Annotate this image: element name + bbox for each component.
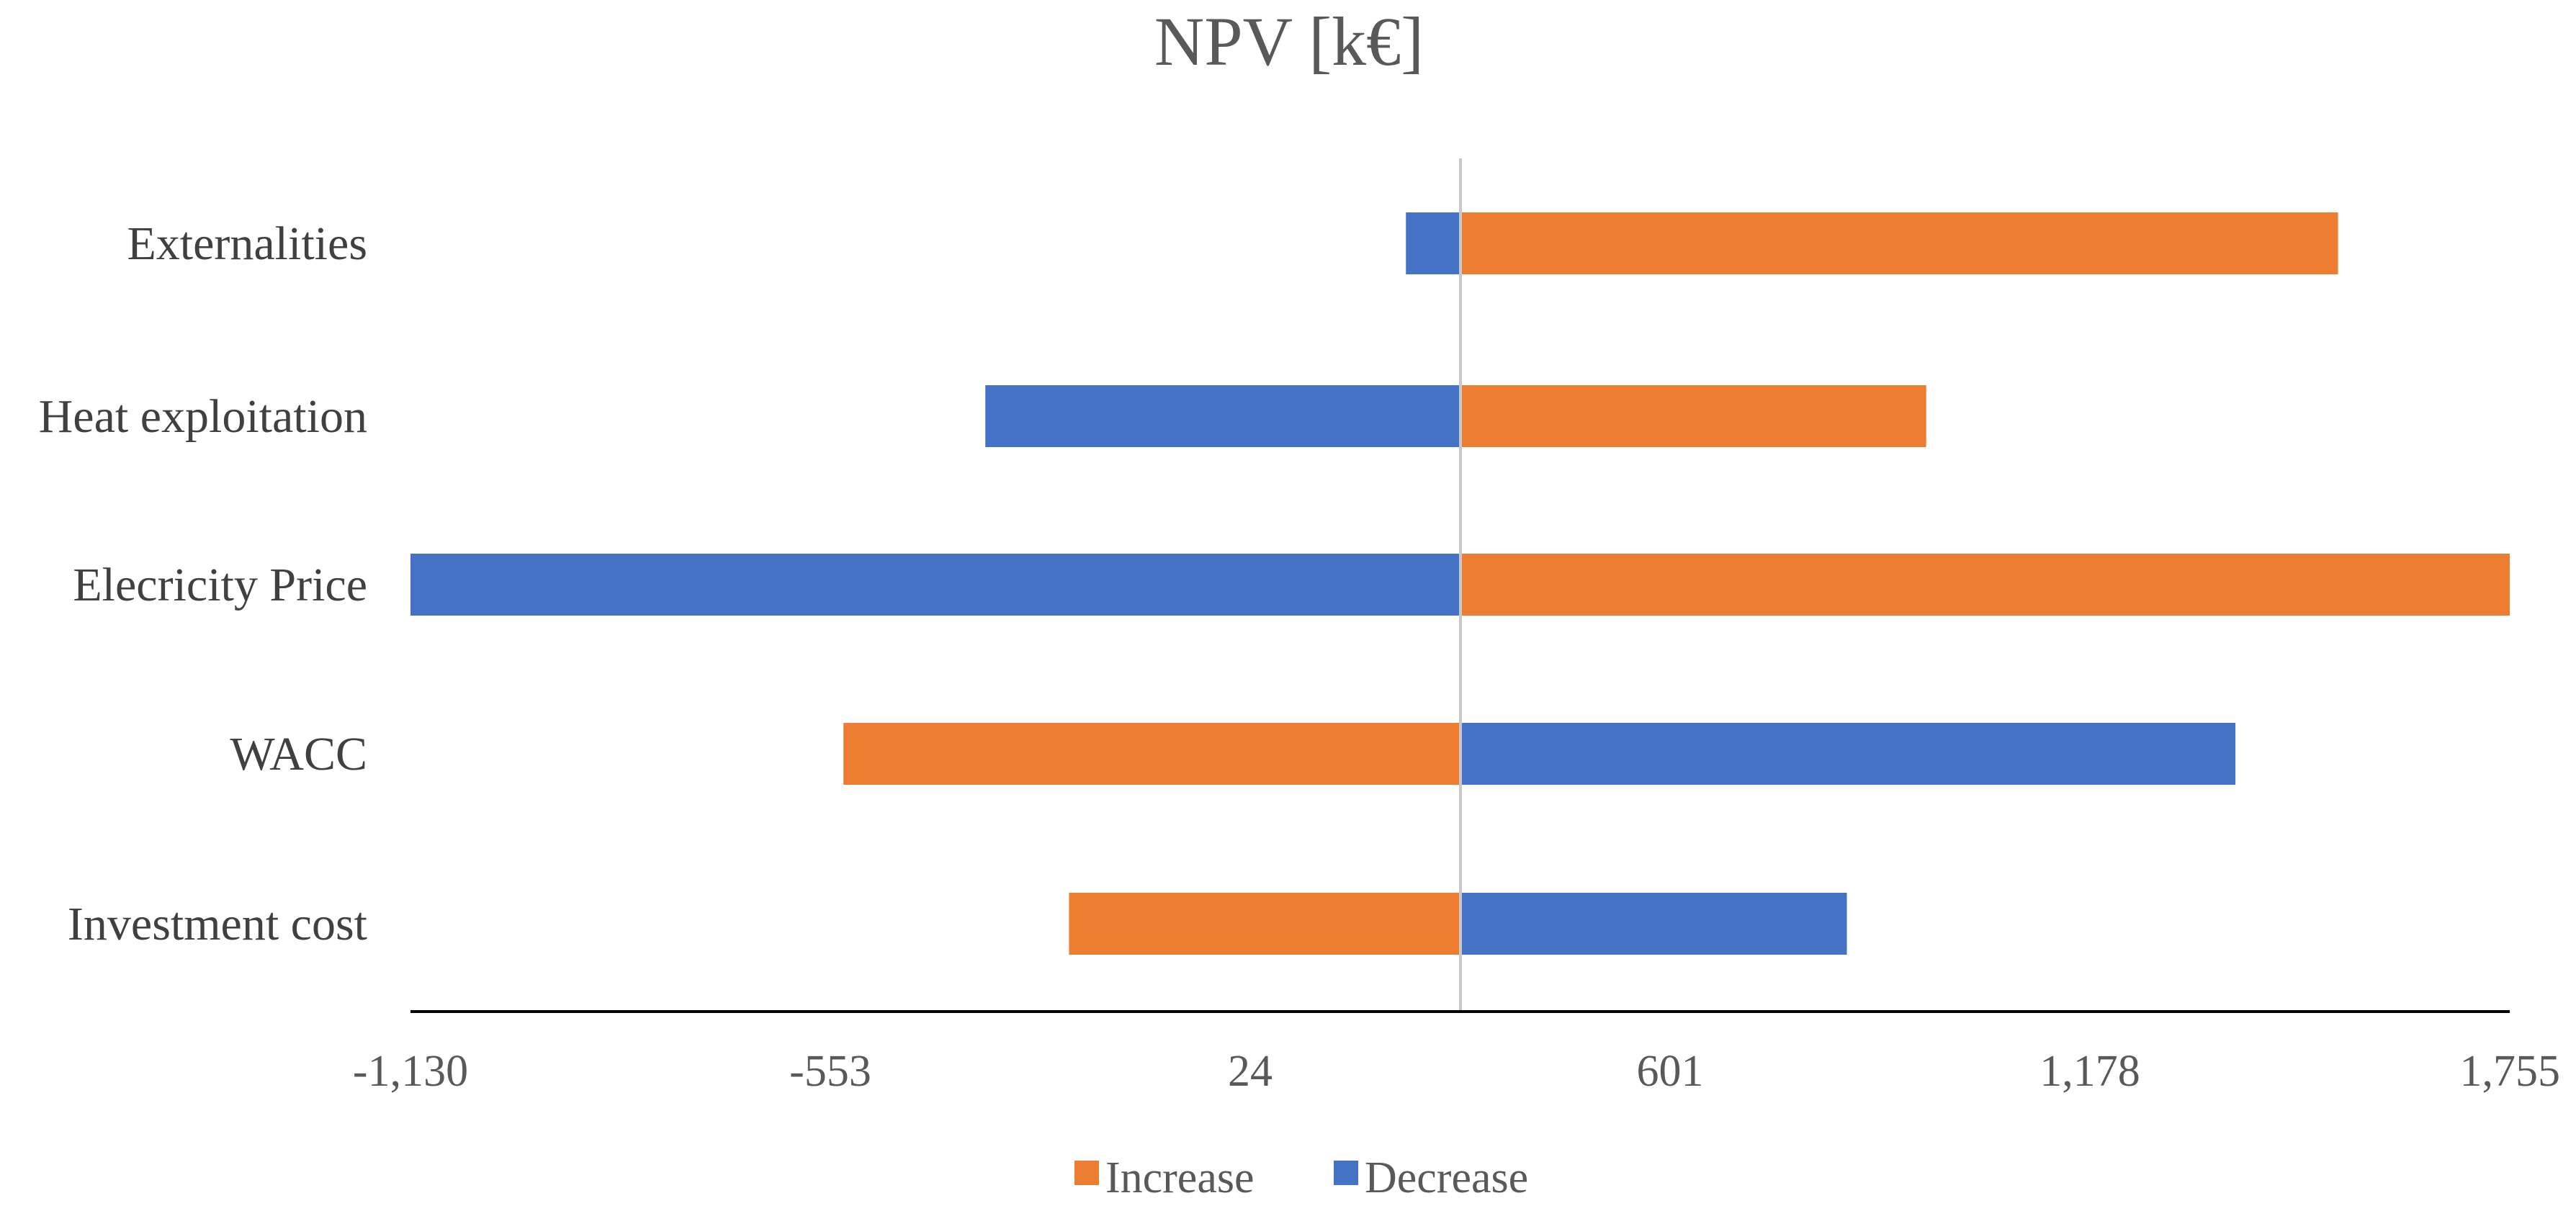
x-tick-label-2: 24: [1228, 1047, 1273, 1096]
category-label-investment-cost: Investment cost: [68, 898, 367, 950]
bar-investment-cost-decrease: [1460, 893, 1847, 955]
legend-label-decrease: Decrease: [1365, 1153, 1528, 1202]
bar-externalities-decrease: [1406, 212, 1461, 274]
bar-heat-exploitation-increase: [1460, 385, 1926, 447]
x-tick-label-1: -553: [789, 1047, 871, 1096]
x-tick-label-0: -1,130: [353, 1047, 468, 1096]
chart-title: NPV [k€]: [1154, 3, 1424, 80]
bar-wacc-increase: [843, 723, 1461, 785]
legend: Increase Decrease: [1074, 1153, 1528, 1202]
category-labels: Externalities Heat exploitation Elecricity…: [39, 217, 367, 950]
bar-externalities-increase: [1460, 212, 2338, 274]
bar-investment-cost-increase: [1069, 893, 1461, 955]
bar-wacc-decrease: [1460, 723, 2236, 785]
bar-heat-exploitation-decrease: [985, 385, 1461, 447]
x-tick-label-3: 601: [1637, 1047, 1704, 1096]
x-tick-label-5: 1,755: [2460, 1047, 2561, 1096]
category-label-heat-exploitation: Heat exploitation: [39, 390, 367, 443]
category-label-elecricity-price: Elecricity Price: [73, 559, 367, 611]
x-tick-labels: -1,130 -553 24 601 1,178 1,755: [353, 1047, 2560, 1096]
bar-elecricity-price-decrease: [410, 554, 1461, 616]
x-tick-label-4: 1,178: [2039, 1047, 2140, 1096]
bar-elecricity-price-increase: [1460, 554, 2510, 616]
legend-label-increase: Increase: [1105, 1153, 1255, 1202]
legend-swatch-decrease: [1334, 1161, 1358, 1185]
bars-layer: [410, 212, 2510, 955]
category-label-externalities: Externalities: [127, 217, 367, 270]
category-label-wacc: WACC: [230, 728, 367, 780]
legend-swatch-increase: [1074, 1161, 1099, 1185]
